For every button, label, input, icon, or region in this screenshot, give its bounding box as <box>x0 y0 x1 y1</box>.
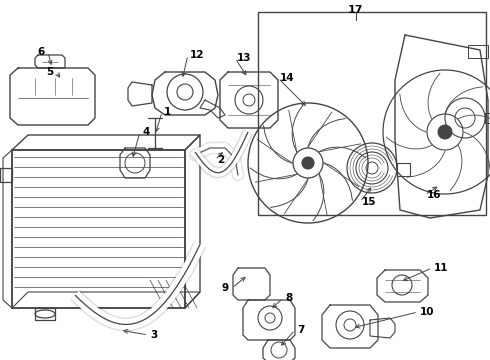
Text: 16: 16 <box>427 190 441 200</box>
Circle shape <box>438 125 452 139</box>
Text: 6: 6 <box>38 47 45 57</box>
Text: 11: 11 <box>434 263 448 273</box>
Text: 1: 1 <box>164 107 171 117</box>
Text: 8: 8 <box>285 293 292 303</box>
Text: 2: 2 <box>217 155 224 165</box>
Text: 3: 3 <box>150 330 157 340</box>
Text: 17: 17 <box>348 5 364 15</box>
Bar <box>258 12 486 215</box>
Text: 10: 10 <box>420 307 435 317</box>
Text: 5: 5 <box>46 67 53 77</box>
Text: 15: 15 <box>362 197 376 207</box>
Circle shape <box>302 157 314 169</box>
Text: 13: 13 <box>237 53 251 63</box>
Text: 9: 9 <box>222 283 229 293</box>
Text: 7: 7 <box>297 325 304 335</box>
Text: 14: 14 <box>280 73 294 83</box>
Text: 12: 12 <box>190 50 204 60</box>
Text: 4: 4 <box>142 127 149 137</box>
